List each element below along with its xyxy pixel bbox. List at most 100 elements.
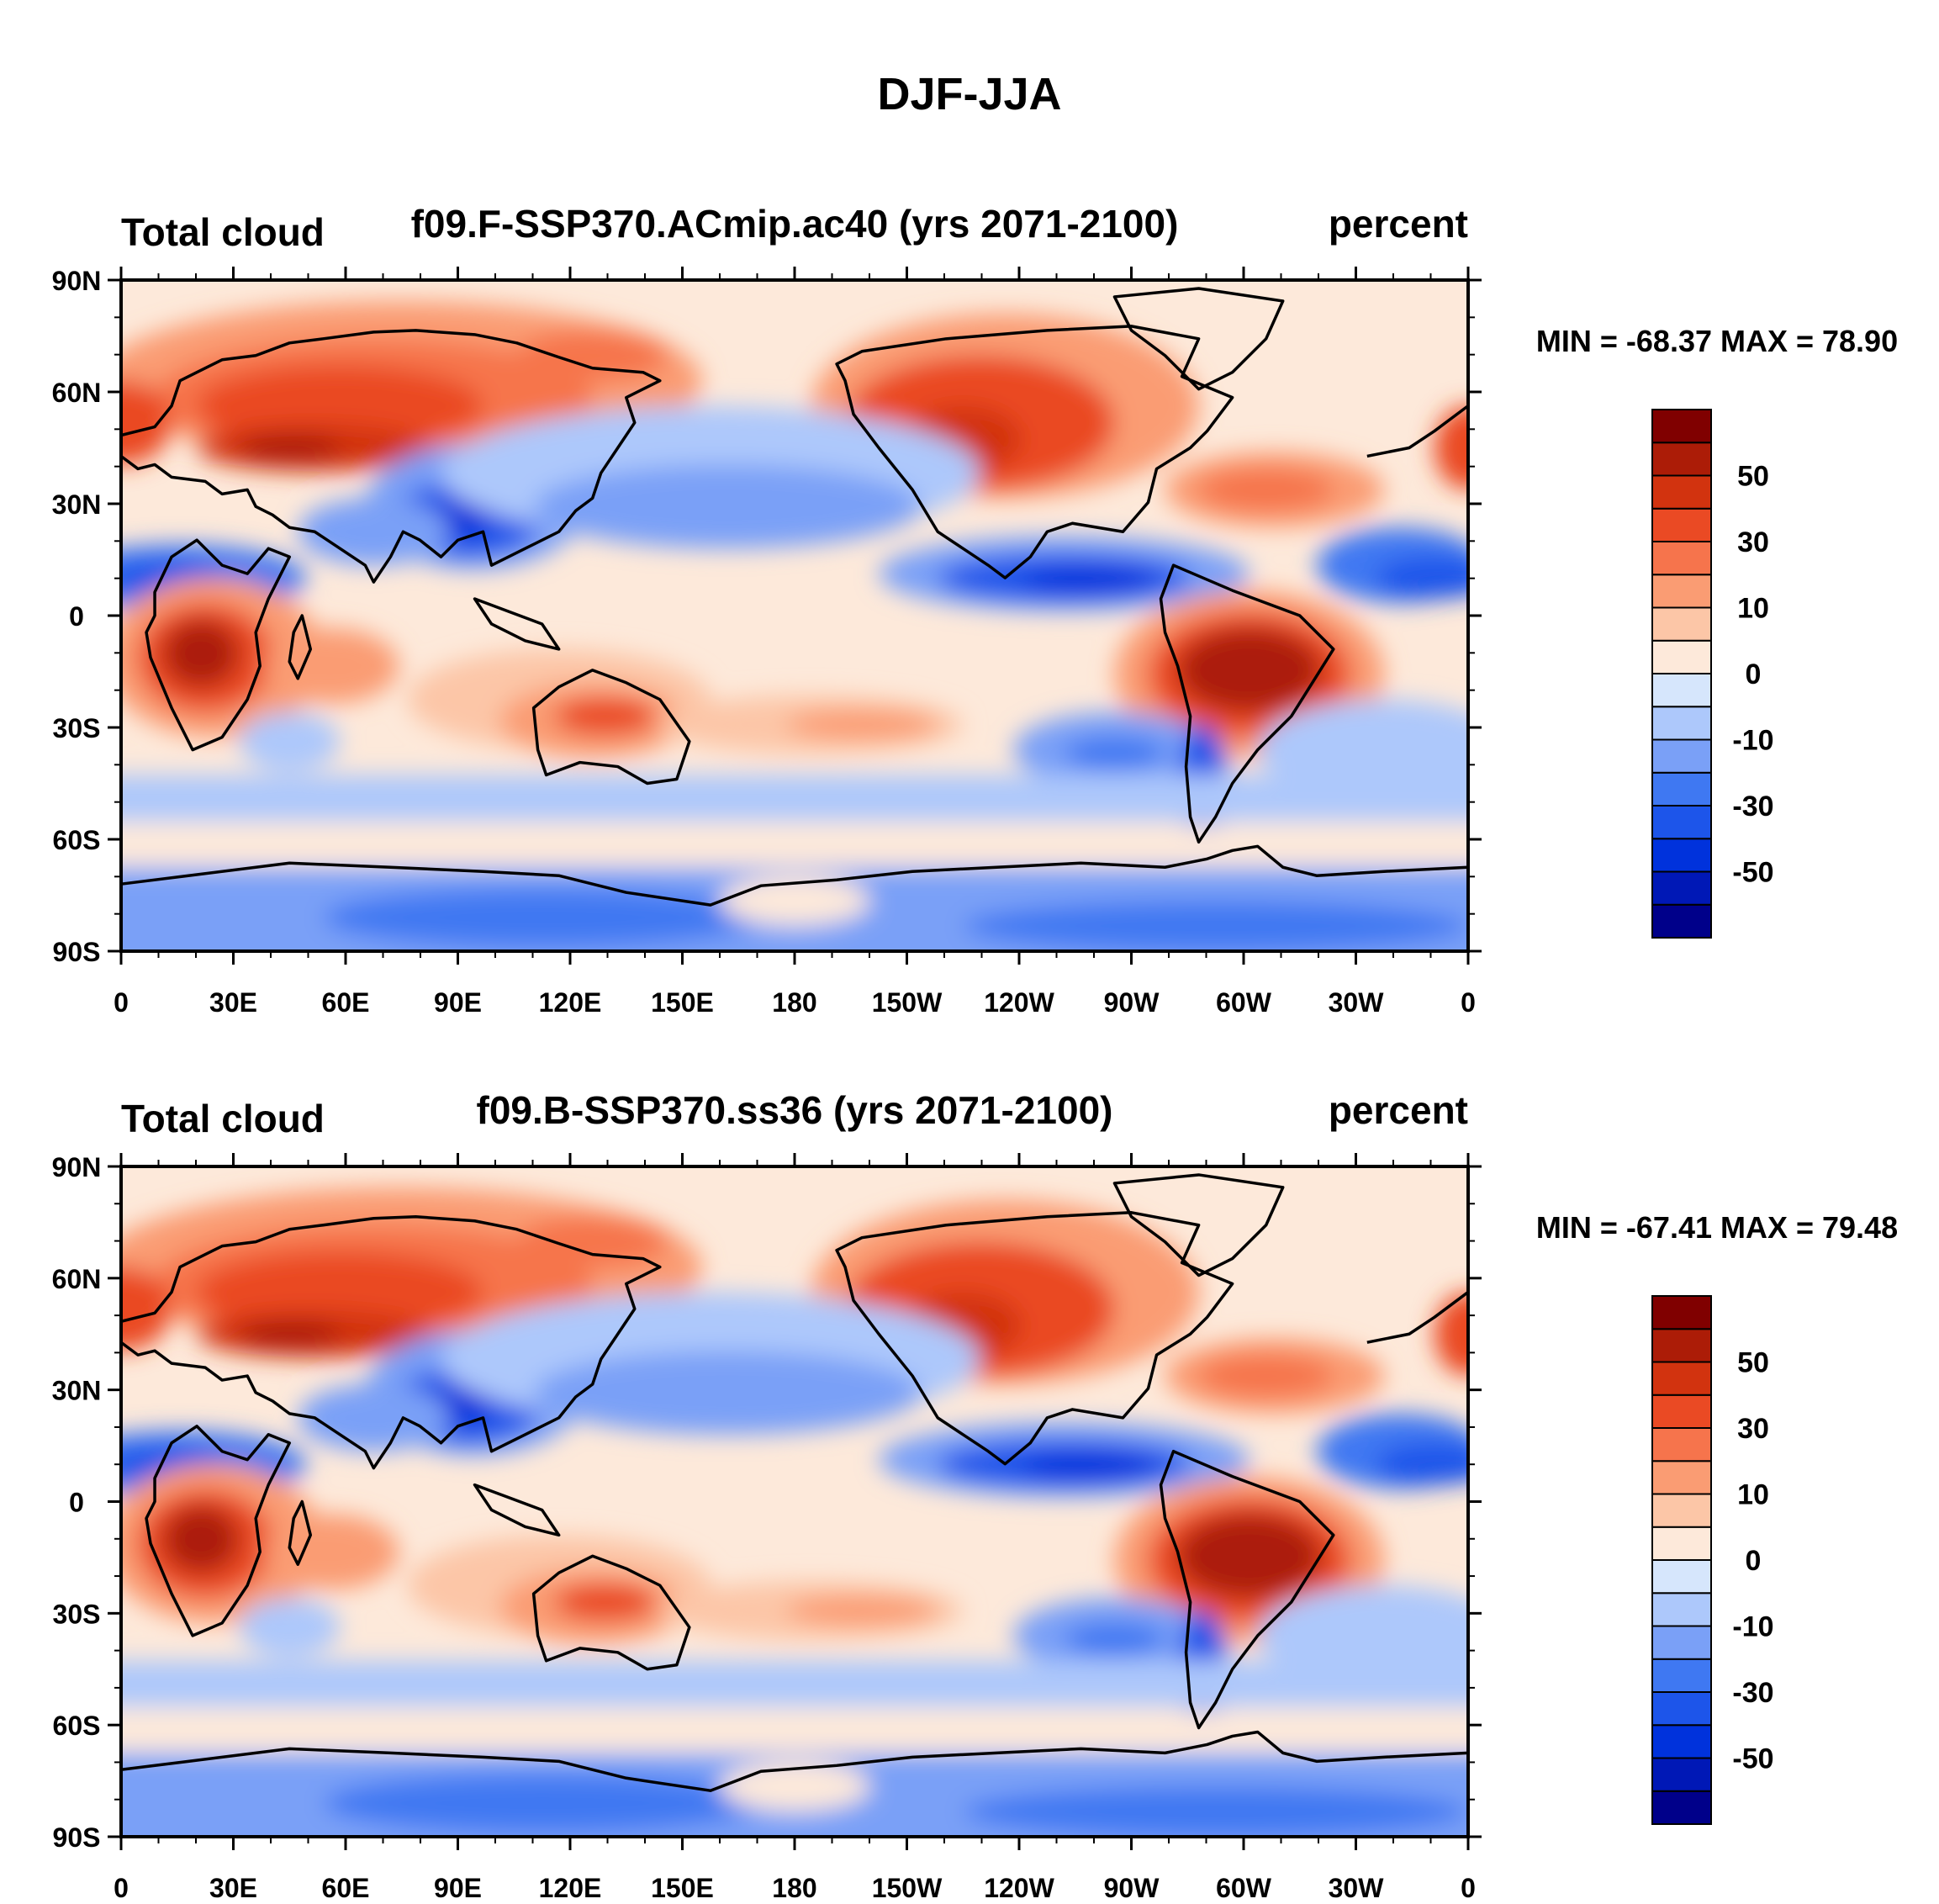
panel-top-map — [121, 196, 1468, 1035]
panel-bottom-lat-label: 30S — [53, 1599, 101, 1629]
panel-top-colorbar-label: -30 — [1732, 791, 1773, 822]
panel-top-left-string: Total cloud — [121, 210, 325, 254]
panel-bottom-lon-label: 150E — [651, 1873, 714, 1903]
panel-top-lon-label: 30E — [209, 987, 257, 1018]
panel-bottom-colorbar-box — [1651, 1625, 1712, 1660]
panel-top-colorbar-label: -10 — [1732, 725, 1773, 757]
panel-bottom-colorbar-box — [1651, 1460, 1712, 1495]
panel-top-lon-label: 180 — [772, 987, 816, 1018]
panel-top-lon-label: 0 — [114, 987, 129, 1018]
panel-bottom-lat-label: 90N — [52, 1152, 102, 1182]
panel-top-lon-label: 120E — [539, 987, 602, 1018]
panel-top-colorbar-box — [1651, 606, 1712, 642]
panel-top-colorbar-box — [1651, 673, 1712, 708]
panel-top-lat-axis: 90N 60N 30N 0 30S 60S 90S — [52, 266, 1482, 967]
panel-top-colorbar-box — [1651, 838, 1712, 873]
panel-top-lon-label: 150E — [651, 987, 714, 1018]
panel-bottom-lon-label: 0 — [1461, 1873, 1476, 1903]
panel-bottom-colorbar-label: -30 — [1732, 1677, 1773, 1709]
panel-bottom-colorbar-box — [1651, 1295, 1712, 1330]
panel-bottom-right-string: percent — [1329, 1088, 1468, 1132]
panel-bottom-colorbar-box — [1651, 1724, 1712, 1759]
panel-bottom-lon-label: 0 — [114, 1873, 129, 1903]
panel-bottom-colorbar-box — [1651, 1559, 1712, 1595]
panel-top-lon-label: 0 — [1461, 987, 1476, 1018]
panel-bottom-colorbar-label: 10 — [1737, 1479, 1769, 1511]
panel-bottom-colorbar-box — [1651, 1592, 1712, 1627]
panel-top-colorbar-box — [1651, 870, 1712, 906]
panel-bottom-left-string: Total cloud — [121, 1097, 325, 1140]
panel-top-colorbar-box — [1651, 903, 1712, 939]
panel-bottom-lon-label: 120E — [539, 1873, 602, 1903]
panel-bottom-colorbar-box — [1651, 1526, 1712, 1561]
panel-bottom-colorbar-label: 50 — [1737, 1347, 1769, 1379]
panel-top-colorbar-box — [1651, 771, 1712, 807]
panel-top-colorbar-box — [1651, 805, 1712, 840]
panel-top-colorbar-box — [1651, 738, 1712, 774]
panel-top-lon-label: 90E — [434, 987, 482, 1018]
panel-bottom-colorbar-box — [1651, 1493, 1712, 1528]
panel-bottom-lon-label: 150W — [872, 1873, 943, 1903]
panel-top-right-string: percent — [1329, 202, 1468, 246]
panel-top-colorbar-box — [1651, 706, 1712, 741]
panel-bottom-colorbar-box — [1651, 1361, 1712, 1396]
panel-top-colorbar: -50 -30 -10 0 10 30 50 — [1651, 409, 1774, 939]
panel-bottom-colorbar-box — [1651, 1394, 1712, 1429]
panel-bottom-lat-label: 60S — [53, 1711, 101, 1741]
panel-bottom-lat-label: 90S — [53, 1822, 101, 1853]
panel-bottom-colorbar-box — [1651, 1691, 1712, 1727]
panel-top-lat-label: 30S — [53, 713, 101, 743]
panel-top-center-string: f09.F-SSP370.ACmip.ac40 (yrs 2071-2100) — [411, 202, 1179, 246]
panel-bottom-colorbar-box — [1651, 1790, 1712, 1825]
panel-top-colorbar-label: -50 — [1732, 857, 1773, 889]
panel-top-colorbar-label: 50 — [1737, 461, 1769, 493]
panel-bottom: Total cloud f09.B-SSP370.ss36 (yrs 2071-… — [52, 1082, 1898, 1904]
panel-top-colorbar-box — [1651, 474, 1712, 510]
panel-bottom-lon-label: 180 — [772, 1873, 816, 1903]
panel-bottom-stats: MIN = -67.41 MAX = 79.48 — [1536, 1210, 1898, 1245]
panel-top-colorbar-label: 10 — [1737, 593, 1769, 625]
panel-top-colorbar-box — [1651, 574, 1712, 609]
panel-bottom-colorbar-label: -50 — [1732, 1743, 1773, 1775]
panel-top-lat-label: 30N — [52, 489, 102, 520]
panel-top-lon-label: 60E — [322, 987, 370, 1018]
panel-bottom-colorbar-label: 0 — [1746, 1545, 1762, 1577]
panel-top-lon-label: 120W — [984, 987, 1054, 1018]
panel-bottom-colorbar-box — [1651, 1658, 1712, 1693]
panel-bottom-colorbar-box — [1651, 1757, 1712, 1792]
panel-top-lat-label: 60S — [53, 825, 101, 855]
panel-bottom-colorbar-box — [1651, 1328, 1712, 1363]
panel-top-lon-axis: 0 30E 60E 90E 120E 150E 180 150W 120W 90W 60W 30W 0 — [114, 267, 1476, 1018]
panel-top-stats: MIN = -68.37 MAX = 78.90 — [1536, 324, 1898, 358]
panel-bottom-lon-axis: 0 30E 60E 90E 120E 150E 180 150W 120W 90W 60W 30W 0 — [114, 1153, 1476, 1903]
panel-top-colorbar-label: 0 — [1746, 658, 1762, 690]
panel-bottom-center-string: f09.B-SSP370.ss36 (yrs 2071-2100) — [477, 1088, 1113, 1132]
panel-top-colorbar-box — [1651, 639, 1712, 674]
panel-bottom-lon-label: 60E — [322, 1873, 370, 1903]
panel-bottom-lat-label: 60N — [52, 1264, 102, 1294]
panel-bottom-colorbar: -50 -30 -10 0 10 30 50 — [1651, 1295, 1774, 1825]
panel-bottom-lat-label: 0 — [69, 1488, 84, 1518]
panel-top-colorbar-box — [1651, 541, 1712, 576]
panel-top-lon-label: 90W — [1104, 987, 1160, 1018]
panel-top-lat-label: 0 — [69, 601, 84, 632]
panel-top-colorbar-label: 30 — [1737, 526, 1769, 558]
panel-top-lon-label: 150W — [872, 987, 943, 1018]
panel-top-lon-label: 60W — [1216, 987, 1272, 1018]
panel-bottom-lat-axis: 90N 60N 30N 0 30S 60S 90S — [52, 1152, 1482, 1853]
panel-top-lat-label: 90S — [53, 937, 101, 967]
panel-top-lon-label: 30W — [1329, 987, 1385, 1018]
panel-bottom-lat-label: 30N — [52, 1376, 102, 1406]
panel-bottom-lon-label: 60W — [1216, 1873, 1272, 1903]
panel-bottom-lon-label: 90W — [1104, 1873, 1160, 1903]
panel-top: Total cloud f09.F-SSP370.ACmip.ac40 (yrs… — [52, 196, 1898, 1035]
panel-top-lat-label: 90N — [52, 266, 102, 296]
figure-title: DJF-JJA — [877, 69, 1061, 119]
panel-bottom-colorbar-label: -10 — [1732, 1611, 1773, 1643]
panel-bottom-colorbar-label: 30 — [1737, 1413, 1769, 1445]
panel-bottom-lon-label: 30W — [1329, 1873, 1385, 1903]
panel-top-colorbar-box — [1651, 507, 1712, 542]
panel-top-colorbar-box — [1651, 409, 1712, 444]
panel-bottom-map — [121, 1082, 1468, 1904]
